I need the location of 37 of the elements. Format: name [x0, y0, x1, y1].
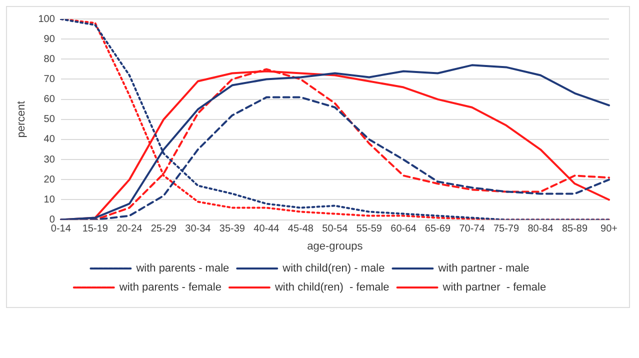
- x-tick-label: 40-44: [254, 224, 280, 235]
- x-tick-label: 60-64: [390, 224, 417, 235]
- legend-label: with child(ren) - female: [274, 282, 390, 294]
- x-tick-label: 55-59: [356, 224, 382, 235]
- x-tick-label: 0-14: [50, 224, 72, 235]
- y-tick-label: 80: [44, 54, 56, 65]
- x-tick-label: 85-89: [562, 224, 588, 235]
- y-tick-label: 70: [44, 74, 56, 85]
- y-tick-label: 60: [44, 94, 56, 106]
- x-tick-label: 65-69: [424, 224, 451, 235]
- y-tick-label: 50: [44, 114, 56, 126]
- y-tick-label: 40: [44, 134, 56, 146]
- x-tick-label: 35-39: [219, 224, 246, 235]
- x-axis-title: age-groups: [307, 240, 364, 252]
- x-tick-label: 45-48: [288, 224, 314, 235]
- y-tick-label: 90: [44, 34, 56, 45]
- x-tick-label: 90+: [600, 224, 618, 235]
- legend-label: with partner - male: [437, 262, 530, 275]
- legend-label: with partner - female: [442, 282, 546, 294]
- x-tick-label: 25-29: [150, 224, 177, 235]
- x-tick-label: 70-74: [459, 224, 486, 235]
- x-tick-label: 20-24: [116, 224, 143, 235]
- y-tick-label: 10: [44, 194, 56, 206]
- y-tick-label: 20: [44, 174, 56, 186]
- legend-label: with parents - female: [118, 282, 222, 294]
- y-tick-label: 0: [49, 214, 56, 226]
- x-tick-label: 50-54: [322, 224, 348, 235]
- x-tick-label: 30-34: [185, 224, 212, 235]
- x-tick-label: 75-79: [493, 224, 520, 235]
- x-tick-label: 15-19: [82, 224, 108, 235]
- x-tick-label: 80-84: [528, 224, 554, 235]
- legend-label: with parents - male: [135, 262, 230, 275]
- y-axis-title: percent: [16, 101, 28, 138]
- y-tick-label: 30: [44, 154, 56, 166]
- legend-label: with child(ren) - male: [282, 262, 385, 275]
- y-tick-label: 100: [38, 14, 56, 25]
- line-series: [60, 19, 610, 220]
